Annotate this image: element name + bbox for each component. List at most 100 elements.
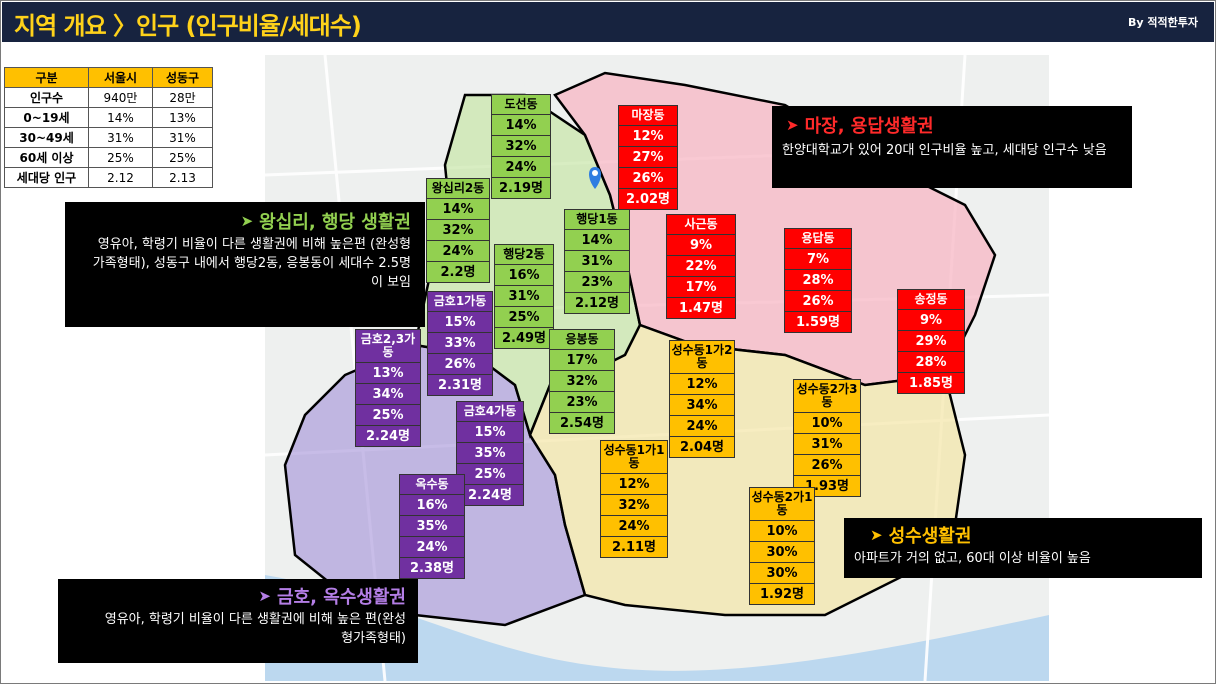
district-box-seongsu2ga3: 성수동2가3동 10% 31% 26% 1.93명 bbox=[793, 379, 861, 497]
district-value: 2.49명 bbox=[494, 328, 554, 349]
table-cell: 2.13 bbox=[152, 167, 213, 188]
callout-body: 영유아, 학령기 비율이 다른 생활권에 비해 높은 편(완성형가족형태) bbox=[104, 612, 406, 646]
district-box-majang: 마장동 12% 27% 26% 2.02명 bbox=[618, 105, 678, 210]
district-name: 성수동1가2동 bbox=[669, 340, 735, 374]
district-value: 28% bbox=[784, 270, 852, 291]
district-value: 24% bbox=[399, 537, 465, 558]
district-name: 성수동2가1동 bbox=[749, 487, 815, 521]
district-box-seongsu2ga1: 성수동2가1동 10% 30% 30% 1.92명 bbox=[749, 487, 815, 605]
table-cell: 25% bbox=[88, 147, 153, 168]
district-value: 2.2명 bbox=[426, 262, 490, 283]
district-value: 1.59명 bbox=[784, 312, 852, 333]
table-cell: 31% bbox=[88, 127, 153, 148]
district-value: 32% bbox=[549, 371, 615, 392]
district-box-haengdang2: 행당2동 16% 31% 25% 2.49명 bbox=[494, 244, 554, 349]
map-pin-icon bbox=[589, 167, 601, 189]
district-value: 17% bbox=[549, 350, 615, 371]
district-value: 26% bbox=[793, 455, 861, 476]
table-cell: 60세 이상 bbox=[4, 147, 89, 168]
callout-body: 한양대학교가 있어 20대 인구비율 높고, 세대당 인구수 낮음 bbox=[782, 143, 1107, 158]
district-name: 성수동2가3동 bbox=[793, 379, 861, 413]
table-row: 60세 이상 25% 25% bbox=[4, 147, 213, 168]
district-value: 1.92명 bbox=[749, 584, 815, 605]
callout-body: 영유아, 학령기 비율이 다른 생활권에 비해 높은편 (완성형 가족형태), … bbox=[92, 237, 411, 290]
district-value: 14% bbox=[426, 199, 490, 220]
district-box-seongsu1ga2: 성수동1가2동 12% 34% 24% 2.04명 bbox=[669, 340, 735, 458]
district-value: 1.93명 bbox=[793, 476, 861, 497]
triangle-right-icon: ➤ bbox=[258, 587, 271, 605]
district-value: 13% bbox=[355, 363, 421, 384]
district-value: 9% bbox=[666, 235, 736, 256]
district-name: 금호4가동 bbox=[456, 401, 524, 422]
table-cell: 13% bbox=[152, 107, 213, 128]
district-name: 금호2,3가동 bbox=[355, 329, 421, 363]
district-value: 25% bbox=[456, 464, 524, 485]
district-value: 2.02명 bbox=[618, 189, 678, 210]
callout-wangsimni: ➤ 왕십리, 행당 생활권 영유아, 학령기 비율이 다른 생활권에 비해 높은편… bbox=[65, 202, 425, 327]
district-name: 왕십리2동 bbox=[426, 178, 490, 199]
district-value: 32% bbox=[600, 495, 668, 516]
district-value: 26% bbox=[427, 354, 493, 375]
district-box-geumho4ga: 금호4가동 15% 35% 25% 2.24명 bbox=[456, 401, 524, 506]
district-name: 금호1가동 bbox=[427, 291, 493, 312]
district-value: 12% bbox=[600, 474, 668, 495]
district-name: 옥수동 bbox=[399, 474, 465, 495]
summary-header-cell: 구분 bbox=[4, 67, 89, 88]
table-cell: 2.12 bbox=[88, 167, 153, 188]
district-value: 25% bbox=[355, 405, 421, 426]
callout-geumho: ➤ 금호, 옥수생활권 영유아, 학령기 비율이 다른 생활권에 비해 높은 편(… bbox=[58, 579, 418, 663]
district-value: 15% bbox=[427, 312, 493, 333]
page-title: 지역 개요 〉인구 (인구비율/세대수) bbox=[14, 12, 362, 40]
district-box-geumho1ga: 금호1가동 15% 33% 26% 2.31명 bbox=[427, 291, 493, 396]
river bbox=[265, 575, 1049, 681]
district-value: 31% bbox=[494, 286, 554, 307]
district-value: 14% bbox=[564, 230, 630, 251]
district-name: 도선동 bbox=[491, 94, 551, 115]
district-value: 24% bbox=[426, 241, 490, 262]
district-name: 행당1동 bbox=[564, 209, 630, 230]
district-value: 23% bbox=[564, 272, 630, 293]
district-value: 28% bbox=[897, 352, 965, 373]
district-name: 응봉동 bbox=[549, 329, 615, 350]
table-cell: 14% bbox=[88, 107, 153, 128]
district-box-yongdap: 용답동 7% 28% 26% 1.59명 bbox=[784, 228, 852, 333]
district-box-geumho23ga: 금호2,3가동 13% 34% 25% 2.24명 bbox=[355, 329, 421, 447]
byline: By 적적한투자 bbox=[1128, 16, 1198, 29]
district-value: 33% bbox=[427, 333, 493, 354]
callout-title: ➤ 마장, 용답생활권 bbox=[786, 116, 934, 137]
district-value: 12% bbox=[618, 126, 678, 147]
table-row: 0~19세 14% 13% bbox=[4, 107, 213, 128]
district-box-eungbong: 응봉동 17% 32% 23% 2.54명 bbox=[549, 329, 615, 434]
district-value: 2.19명 bbox=[491, 178, 551, 199]
district-value: 17% bbox=[666, 277, 736, 298]
district-value: 9% bbox=[897, 310, 965, 331]
district-value: 1.85명 bbox=[897, 373, 965, 394]
district-box-doseon: 도선동 14% 32% 24% 2.19명 bbox=[491, 94, 551, 199]
table-cell: 0~19세 bbox=[4, 107, 89, 128]
triangle-right-icon: ➤ bbox=[870, 526, 883, 544]
district-value: 26% bbox=[784, 291, 852, 312]
district-name: 사근동 bbox=[666, 214, 736, 235]
summary-table-header: 구분 서울시 성동구 bbox=[4, 67, 213, 88]
district-value: 2.31명 bbox=[427, 375, 493, 396]
district-value: 26% bbox=[618, 168, 678, 189]
district-value: 7% bbox=[784, 249, 852, 270]
district-value: 10% bbox=[793, 413, 861, 434]
table-cell: 인구수 bbox=[4, 87, 89, 108]
district-value: 30% bbox=[749, 542, 815, 563]
district-name: 송정동 bbox=[897, 289, 965, 310]
title-bar: 지역 개요 〉인구 (인구비율/세대수) By 적적한투자 bbox=[2, 2, 1214, 42]
table-cell: 세대당 인구 bbox=[4, 167, 89, 188]
district-value: 32% bbox=[426, 220, 490, 241]
district-value: 14% bbox=[491, 115, 551, 136]
table-row: 30~49세 31% 31% bbox=[4, 127, 213, 148]
triangle-right-icon: ➤ bbox=[240, 212, 254, 230]
district-value: 2.24명 bbox=[355, 426, 421, 447]
summary-header-cell: 서울시 bbox=[88, 67, 153, 88]
district-value: 30% bbox=[749, 563, 815, 584]
table-cell: 31% bbox=[152, 127, 213, 148]
district-value: 15% bbox=[456, 422, 524, 443]
district-value: 35% bbox=[456, 443, 524, 464]
district-box-sageun: 사근동 9% 22% 17% 1.47명 bbox=[666, 214, 736, 319]
